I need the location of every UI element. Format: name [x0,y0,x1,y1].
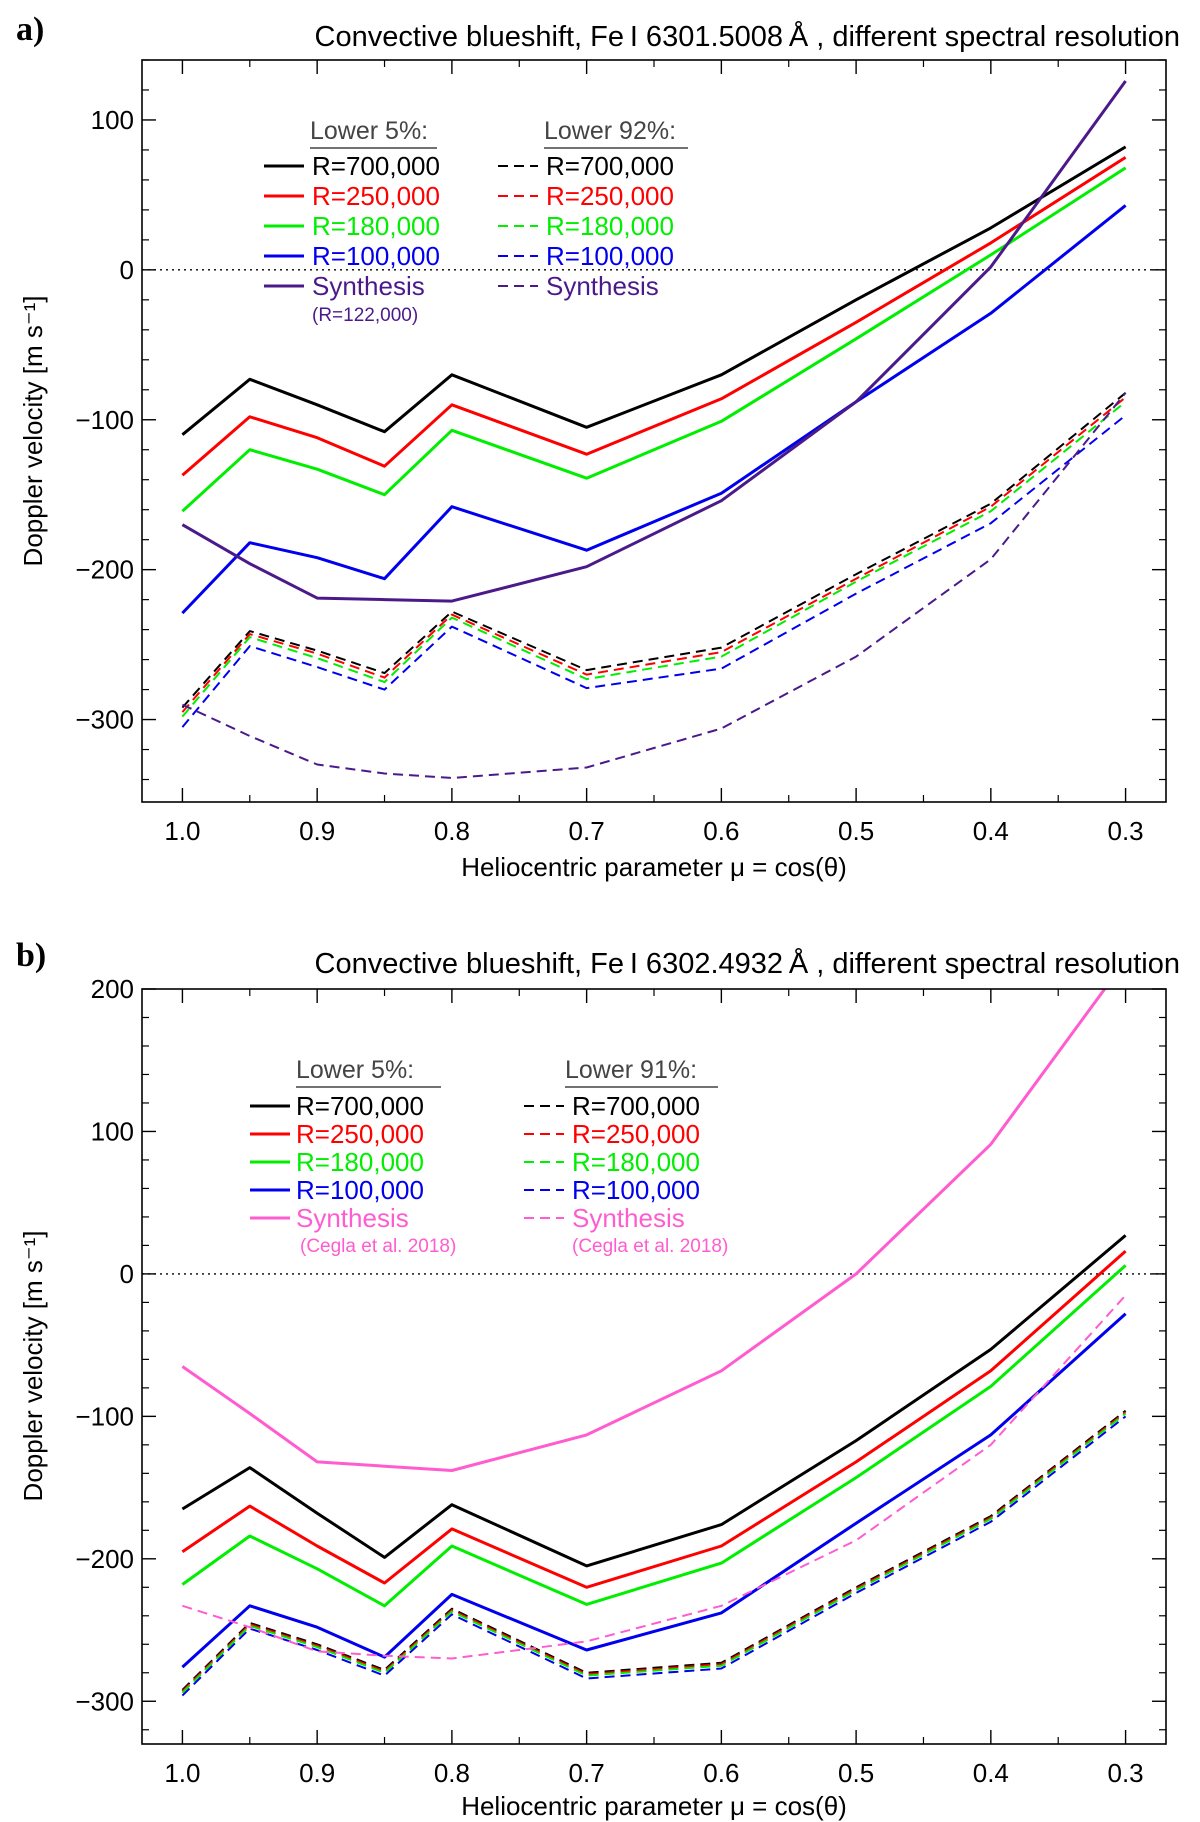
y-axis-label-b: Doppler velocity [m s⁻¹] [18,1231,48,1502]
panel-label-a: a) [16,11,44,48]
y-tick-label: −200 [75,555,134,585]
y-tick-label: −300 [75,1686,134,1716]
y-tick-label: −300 [75,705,134,735]
series-line-b-0 [181,1234,1127,1568]
legend-a: Lower 5%: Lower 92%: R=700,000 R=250,000… [264,117,688,326]
y-tick-label: 0 [120,255,134,285]
x-tick-label: 0.6 [703,1758,739,1788]
x-axis-label-b: Heliocentric parameter μ = cos(θ) [461,1791,847,1821]
legend-label-b-5: R=700,000 [572,1091,700,1121]
y-tick-label: 200 [91,974,134,1004]
legend-label-b-3: R=100,000 [296,1175,424,1205]
series-line-b-2 [181,1264,1127,1608]
x-tick-label: 0.3 [1108,1758,1144,1788]
legend-label-a-4: Synthesis [312,271,425,301]
legend-label-a-9: Synthesis [546,271,659,301]
legend-sub-solid-b: (Cegla et al. 2018) [300,1236,456,1257]
x-tick-label: 0.4 [973,1758,1009,1788]
y-tick-label: 100 [91,105,134,135]
legend-label-a-2: R=180,000 [312,211,440,241]
x-tick-label: 0.4 [973,816,1009,846]
series-line-a-4 [181,80,1127,603]
legend-label-a-7: R=180,000 [546,211,674,241]
y-axis-label-a: Doppler velocity [m s⁻¹] [18,296,48,567]
legend-label-a-5: R=700,000 [546,151,674,181]
series-line-b-5 [181,1409,1127,1691]
chart-title-a: Convective blueshift, Fe I 6301.5008 Å ,… [315,20,1180,53]
panel-label-b: b) [16,937,46,974]
legend-label-a-8: R=100,000 [546,241,674,271]
series-line-b-1 [181,1249,1127,1589]
plot-lines-a [181,80,1127,779]
series-line-a-5 [181,392,1127,709]
legend-header-dashed-a: Lower 92%: [544,117,676,145]
series-line-a-2 [181,166,1127,513]
x-tick-label: 0.5 [838,1758,874,1788]
legend-label-a-0: R=700,000 [312,151,440,181]
legend-label-b-1: R=250,000 [296,1119,424,1149]
x-tick-label: 0.8 [434,1758,470,1788]
legend-label-b-8: R=100,000 [572,1175,700,1205]
series-line-a-8 [181,414,1127,728]
x-tick-label: 1.0 [164,816,200,846]
series-line-a-7 [181,401,1127,718]
legend-label-a-1: R=250,000 [312,181,440,211]
legend-sub-solid-a: (R=122,000) [312,305,418,326]
series-line-b-4 [181,989,1107,1472]
series-line-b-9 [182,1294,1127,1660]
legend-label-b-0: R=700,000 [296,1091,424,1121]
y-tick-label: −100 [75,405,134,435]
chart-panel-b: b) Convective blueshift, Fe I 6302.4932 … [16,937,1180,1821]
x-tick-label: 0.7 [569,1758,605,1788]
y-tick-label: 100 [91,1116,134,1146]
legend-header-solid-b: Lower 5%: [296,1056,414,1084]
series-line-b-7 [181,1412,1127,1694]
series-line-b-6 [181,1411,1127,1693]
legend-label-b-2: R=180,000 [296,1147,424,1177]
chart-title-b: Convective blueshift, Fe I 6302.4932 Å ,… [315,947,1180,980]
legend-label-b-7: R=180,000 [572,1147,700,1177]
legend-label-a-6: R=250,000 [546,181,674,211]
y-tick-label: 0 [120,1259,134,1289]
x-tick-label: 0.5 [838,816,874,846]
chart-panel-a: a) Convective blueshift, Fe I 6301.5008 … [16,11,1180,882]
legend-label-b-9: Synthesis [572,1203,685,1233]
series-line-a-1 [181,156,1127,477]
x-tick-label: 0.6 [703,816,739,846]
legend-b: Lower 5%: Lower 91%: R=700,000 R=250,000… [250,1056,728,1257]
x-axis-label-a: Heliocentric parameter μ = cos(θ) [461,852,847,882]
legend-label-b-6: R=250,000 [572,1119,700,1149]
x-tick-label: 0.3 [1108,816,1144,846]
series-line-a-6 [181,396,1127,713]
legend-label-b-4: Synthesis [296,1203,409,1233]
y-tick-label: −200 [75,1544,134,1574]
legend-header-dashed-b: Lower 91%: [565,1056,697,1084]
x-tick-label: 0.7 [569,816,605,846]
legend-sub-dashed-b: (Cegla et al. 2018) [572,1236,728,1257]
plot-lines-b [181,989,1127,1697]
series-line-b-8 [181,1415,1127,1697]
legend-header-solid-a: Lower 5%: [310,117,428,145]
x-tick-label: 1.0 [164,1758,200,1788]
y-tick-label: −100 [75,1401,134,1431]
axis-ticks-b: 1.0 0.9 0.8 0.7 0.6 0.5 0.4 0.3 −300 −200 −100 0 100… [75,974,1166,1788]
series-line-a-0 [181,145,1127,436]
legend-label-a-3: R=100,000 [312,241,440,271]
series-line-b-3 [181,1312,1127,1669]
x-tick-label: 0.8 [434,816,470,846]
axis-ticks-a: 1.0 0.9 0.8 0.7 0.6 0.5 0.4 0.3 −300 −200 −100 0 100 [75,59,1166,846]
series-line-a-3 [181,204,1127,615]
x-tick-label: 0.9 [299,1758,335,1788]
x-tick-label: 0.9 [299,816,335,846]
